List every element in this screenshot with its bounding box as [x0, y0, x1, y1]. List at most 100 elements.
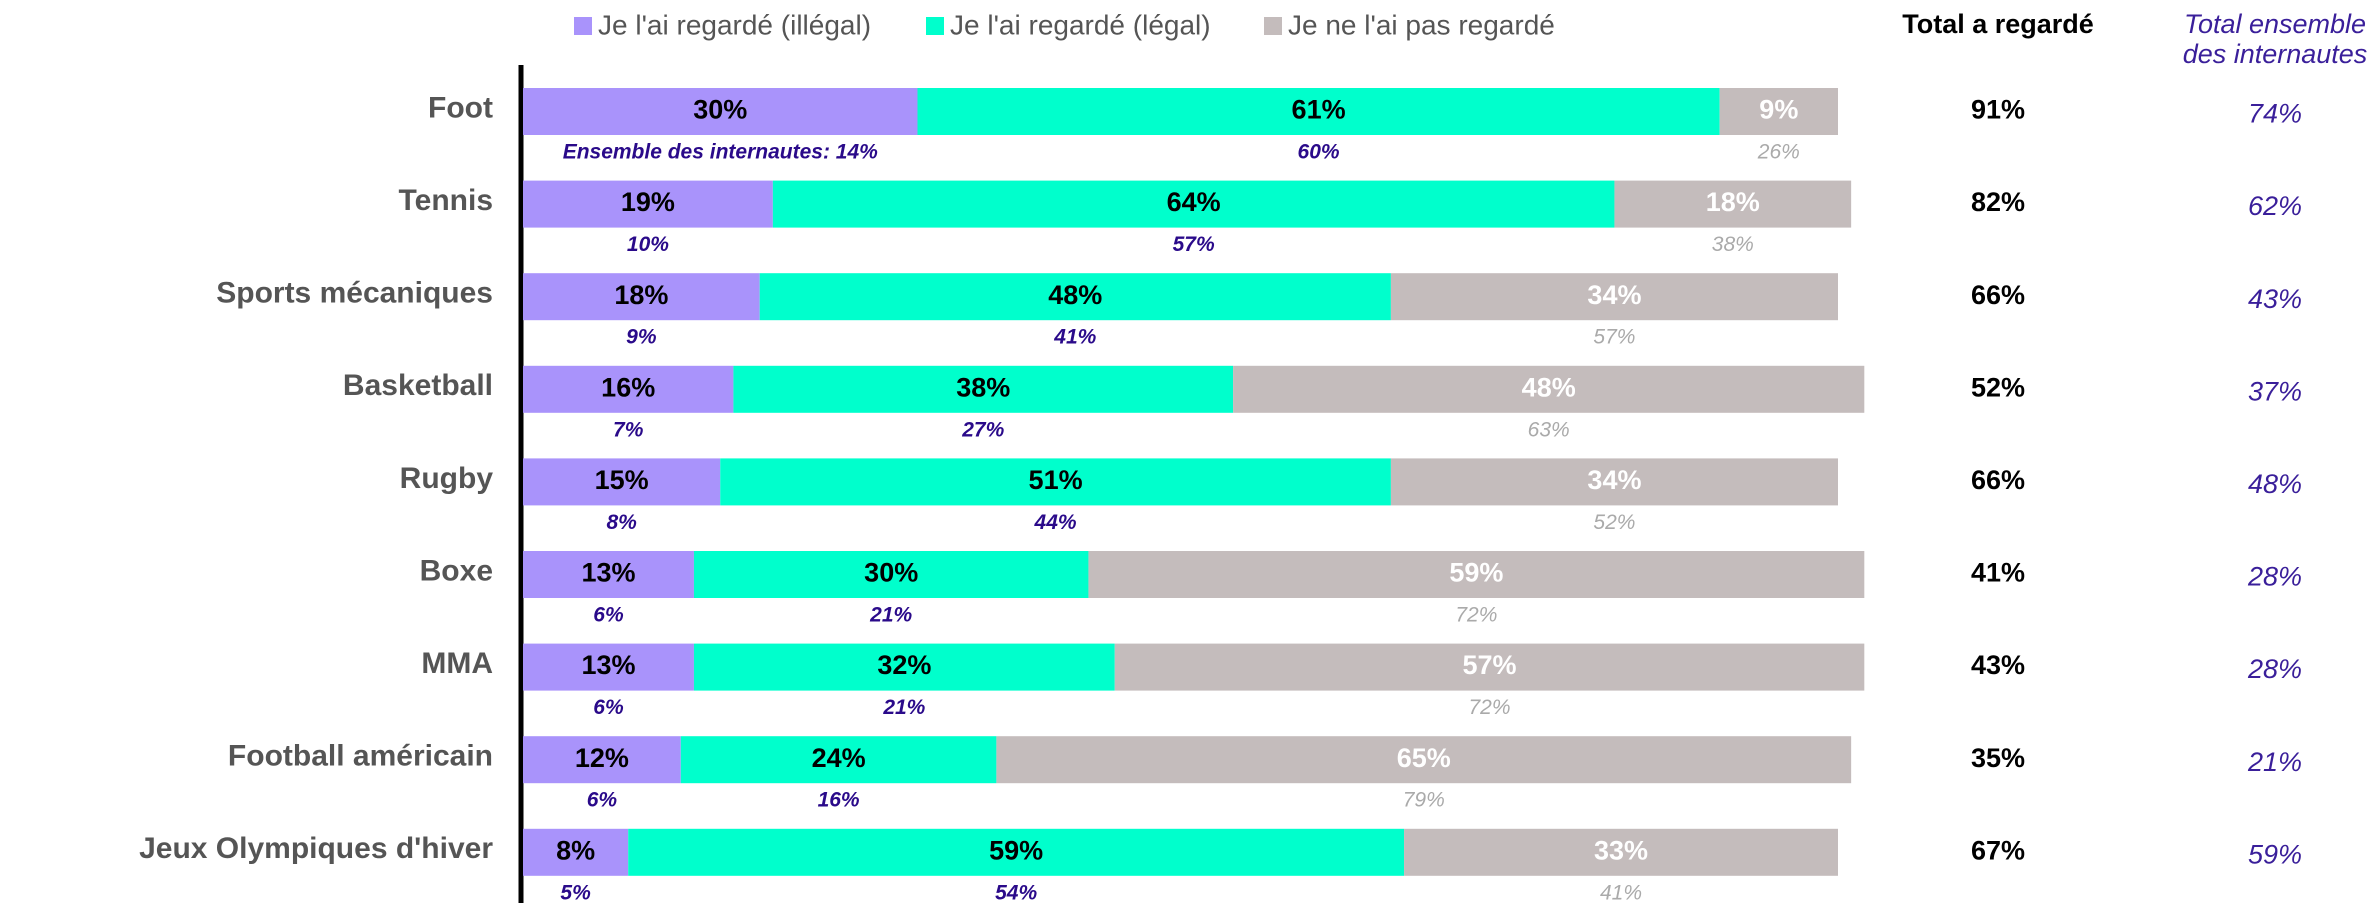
total-value: 52% — [1971, 372, 2025, 402]
bar-label: 64% — [1167, 187, 1221, 217]
internautes-label: 41% — [1600, 881, 1642, 904]
bar-label: 65% — [1397, 743, 1451, 773]
category-label: Sports mécaniques — [216, 277, 493, 310]
internautes-label: 7% — [613, 418, 644, 441]
bar-segment — [996, 736, 1852, 784]
bar-segment — [1088, 551, 1865, 598]
total-value: 66% — [1971, 280, 2025, 310]
total-value: 91% — [1971, 95, 2025, 125]
bar-label: 59% — [1449, 558, 1503, 588]
internautes-total: 28% — [2247, 654, 2302, 684]
bar-label: 8% — [556, 835, 595, 865]
bar-label: 18% — [1706, 187, 1760, 217]
legend-swatch — [574, 17, 592, 35]
total-value: 67% — [1971, 835, 2025, 865]
internautes-label: 63% — [1528, 418, 1570, 441]
bar-label: 13% — [581, 558, 635, 588]
bar-label: 57% — [1463, 650, 1517, 680]
total-value: 66% — [1971, 465, 2025, 495]
category-label: Football américain — [228, 740, 493, 773]
internautes-total: 43% — [2248, 284, 2302, 314]
category-label: Basketball — [343, 369, 493, 402]
bar-label: 30% — [693, 95, 747, 125]
bar-segment — [1719, 88, 1838, 135]
internautes-label: 6% — [587, 789, 618, 812]
bar-segment — [720, 458, 1391, 506]
internautes-label: 79% — [1403, 789, 1445, 812]
internautes-label: 16% — [818, 789, 860, 812]
bar-label: 48% — [1522, 372, 1576, 402]
bar-label: 48% — [1048, 280, 1102, 310]
internautes-label: 38% — [1712, 233, 1754, 256]
internautes-label: 8% — [606, 511, 637, 534]
internautes-label: 10% — [627, 233, 669, 256]
bar-segment — [693, 551, 1089, 598]
bar-label: 15% — [595, 465, 649, 495]
bar-label: 61% — [1292, 95, 1346, 125]
bar-label: 9% — [1759, 95, 1798, 125]
bar-segment — [523, 551, 694, 598]
bar-segment — [523, 458, 721, 506]
bar-segment — [733, 365, 1234, 413]
bar-segment — [1614, 180, 1852, 228]
bar-label: 19% — [621, 187, 675, 217]
internautes-label: 21% — [882, 696, 925, 719]
category-label: MMA — [421, 647, 493, 680]
legend-swatch — [926, 17, 944, 35]
internautes-label: 57% — [1173, 233, 1215, 256]
total-value: 35% — [1971, 743, 2025, 773]
total-value: 41% — [1971, 558, 2025, 588]
bar-label: 38% — [956, 372, 1010, 402]
category-label: Boxe — [420, 554, 493, 587]
internautes-label: 21% — [869, 604, 912, 627]
bar-segment — [523, 365, 734, 413]
bar-segment — [523, 273, 760, 321]
bar-segment — [917, 88, 1720, 135]
internautes-total: 74% — [2248, 99, 2302, 129]
internautes-label: 60% — [1298, 141, 1340, 164]
bar-label: 13% — [581, 650, 635, 680]
total-value: 43% — [1971, 650, 2025, 680]
internautes-total: 62% — [2248, 191, 2302, 221]
internautes-label: 57% — [1593, 326, 1635, 349]
internautes-label: 26% — [1757, 141, 1800, 164]
category-label: Foot — [428, 91, 493, 124]
bar-segment — [1114, 643, 1865, 691]
internautes-header: Total ensemble — [2184, 9, 2366, 39]
bar-label: 16% — [601, 372, 655, 402]
bar-segment — [759, 273, 1391, 321]
bar-label: 18% — [614, 280, 668, 310]
bar-label: 34% — [1587, 280, 1641, 310]
bar-label: 59% — [989, 835, 1043, 865]
bar-segment — [772, 180, 1615, 228]
internautes-header: des internautes — [2183, 39, 2368, 69]
internautes-label: 6% — [593, 696, 624, 719]
bar-segment — [628, 828, 1405, 876]
internautes-total: 59% — [2248, 839, 2302, 869]
internautes-label: 9% — [626, 326, 657, 349]
internautes-label: 52% — [1593, 511, 1635, 534]
internautes-total: 28% — [2247, 562, 2302, 592]
bar-segment — [523, 828, 629, 876]
internautes-label: Ensemble des internautes: 14% — [563, 141, 878, 164]
bar-segment — [523, 643, 694, 691]
bar-label: 34% — [1587, 465, 1641, 495]
category-label: Tennis — [399, 184, 493, 217]
bar-segment — [1233, 365, 1865, 413]
internautes-label: 44% — [1034, 511, 1077, 534]
internautes-total: 21% — [2247, 747, 2302, 777]
bar-segment — [523, 88, 918, 135]
legend-swatch — [1264, 17, 1282, 35]
internautes-label: 6% — [593, 604, 624, 627]
legend-label: Je l'ai regardé (illégal) — [598, 9, 871, 40]
category-label: Rugby — [400, 462, 494, 495]
bar-segment — [1390, 273, 1838, 321]
bar-segment — [523, 180, 773, 228]
internautes-total: 48% — [2248, 469, 2302, 499]
bar-label: 32% — [877, 650, 931, 680]
bar-label: 24% — [812, 743, 866, 773]
internautes-label: 72% — [1455, 604, 1497, 627]
internautes-label: 72% — [1469, 696, 1511, 719]
legend-label: Je ne l'ai pas regardé — [1288, 9, 1555, 40]
